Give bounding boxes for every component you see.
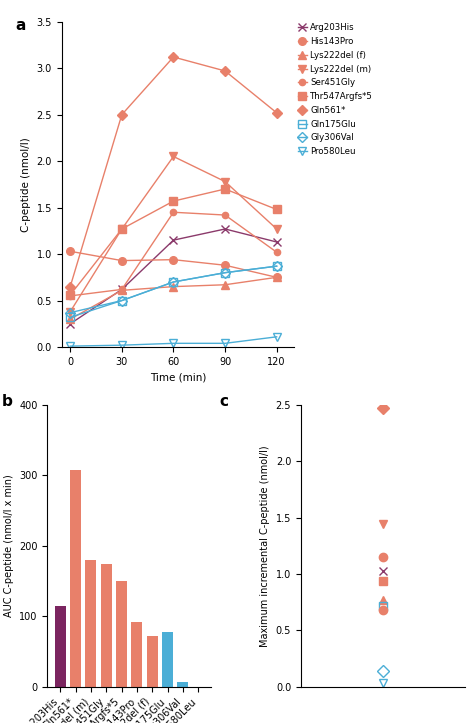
Bar [162, 632, 173, 687]
Bar [101, 564, 111, 687]
Bar [70, 470, 81, 687]
Legend: Arg203His, His143Pro, Lys222del (f), Lys222del (m), Ser451Gly, Thr547Argfs*5, Gl: Arg203His, His143Pro, Lys222del (f), Lys… [296, 22, 374, 158]
Bar [116, 581, 127, 687]
Bar [85, 560, 96, 687]
Bar [177, 682, 188, 687]
Bar [55, 606, 65, 687]
Y-axis label: C-peptide (nmol/l): C-peptide (nmol/l) [21, 137, 31, 232]
Bar [147, 636, 157, 687]
Text: a: a [15, 18, 26, 33]
Y-axis label: Maximum incremental C-peptide (nmol/l): Maximum incremental C-peptide (nmol/l) [260, 445, 270, 646]
Text: c: c [219, 393, 228, 408]
Bar [131, 622, 142, 687]
Text: b: b [1, 393, 12, 408]
X-axis label: Time (min): Time (min) [150, 372, 206, 382]
Y-axis label: AUC C-peptide (nmol/l x min): AUC C-peptide (nmol/l x min) [4, 474, 14, 617]
